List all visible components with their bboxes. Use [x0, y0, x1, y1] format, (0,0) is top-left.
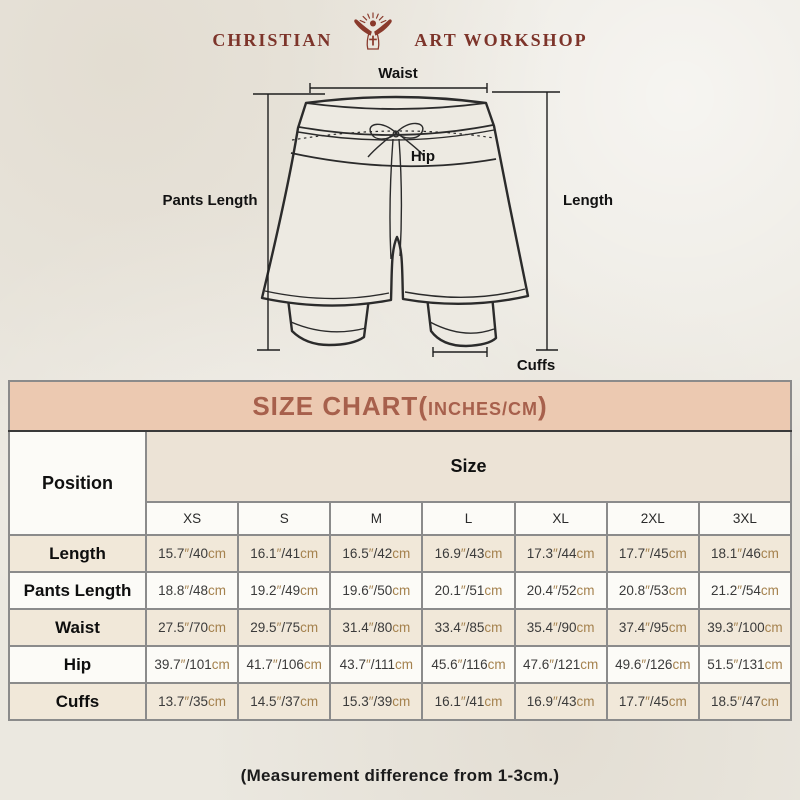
inner-liner-left-leg [286, 296, 371, 347]
measurement-cell: 19.2″/49cm [237, 571, 332, 610]
measurement-cell: 35.4″/90cm [513, 608, 608, 647]
size-chart-title-close: ) [538, 390, 548, 421]
table-row: Length 15.7″/40cm 16.1″/41cm 16.5″/42cm 16.9… [8, 534, 793, 573]
sizes-row: XS S M L XL 2XL 3XL [9, 501, 793, 536]
size-chart-table: SIZE CHART(INCHES/CM) Position Size XS S… [8, 380, 793, 721]
waistband-seam-1 [298, 124, 494, 136]
shorts-outline [260, 95, 530, 307]
row-header: Hip [8, 645, 147, 684]
measurement-cell: 39.7″/101cm [144, 645, 240, 684]
measurement-cell: 16.9″/43cm [513, 682, 608, 721]
measurement-cell: 19.6″/50cm [329, 571, 424, 610]
measurement-cell: 31.4″/80cm [329, 608, 424, 647]
measurement-cell: 33.4″/85cm [421, 608, 516, 647]
size-col-header: L [421, 501, 516, 536]
shorts-measurement-diagram: Waist Hip Pants Length Length Cuffs [162, 65, 613, 374]
size-chart-title-main: SIZE CHART( [252, 390, 428, 421]
right-hem-line [404, 288, 526, 299]
measurement-cell: 39.3″/100cm [697, 608, 793, 647]
header-row: Position Size [8, 430, 792, 536]
hip-seam-line [290, 152, 497, 168]
measurement-cell: 20.8″/53cm [605, 571, 700, 610]
table-row: Hip 39.7″/101cm 41.7″/106cm 43.7″/111cm 45.6… [8, 645, 793, 684]
measurement-cell: 43.7″/111cm [329, 645, 424, 684]
measurement-cell: 16.9″/43cm [421, 534, 516, 573]
row-header: Cuffs [8, 682, 147, 721]
measurement-cell: 45.6″/116cm [421, 645, 516, 684]
brand-header: CHRISTIAN ART WORKSHOP [0, 2, 800, 60]
size-col-header: XS [144, 501, 240, 536]
size-col-header: S [237, 501, 332, 536]
measurement-cell: 16.5″/42cm [329, 534, 424, 573]
measurement-cell: 18.8″/48cm [144, 571, 240, 610]
length-label: Length [563, 192, 613, 209]
brand-name-right: ART WORKSHOP [414, 30, 588, 50]
measurement-cell: 27.5″/70cm [144, 608, 240, 647]
jesus-logo-icon [354, 12, 393, 50]
brand-name-left: CHRISTIAN [212, 30, 333, 50]
measurement-cell: 37.4″/95cm [605, 608, 700, 647]
measurement-lines [253, 83, 560, 357]
pants-length-label: Pants Length [162, 192, 257, 209]
size-col-header: 2XL [605, 501, 700, 536]
measurement-cell: 49.6″/126cm [605, 645, 700, 684]
waist-label: Waist [378, 65, 417, 82]
measurement-cell: 18.5″/47cm [697, 682, 793, 721]
measurement-cell: 17.7″/45cm [605, 682, 700, 721]
drawstring [367, 122, 425, 260]
row-header: Waist [8, 608, 147, 647]
measurement-cell: 16.1″/41cm [421, 682, 516, 721]
table-row: Cuffs 13.7″/35cm 14.5″/37cm 15.3″/39cm 16.1″… [8, 682, 793, 721]
measurement-cell: 47.6″/121cm [513, 645, 608, 684]
measurement-cell: 17.7″/45cm [605, 534, 700, 573]
title-row: SIZE CHART(INCHES/CM) [8, 380, 792, 432]
measurement-cell: 51.5″/131cm [697, 645, 793, 684]
measurement-note: (Measurement difference from 1-3cm.) [240, 766, 560, 785]
table-row: Pants Length 18.8″/48cm 19.2″/49cm 19.6″/50… [8, 571, 793, 610]
size-col-header: XL [513, 501, 608, 536]
position-header: Position [8, 430, 147, 536]
row-header: Length [8, 534, 147, 573]
size-col-header: M [329, 501, 424, 536]
measurement-cell: 15.3″/39cm [329, 682, 424, 721]
left-hem-line [264, 290, 390, 300]
measurement-cell: 14.5″/37cm [237, 682, 332, 721]
measurement-cell: 17.3″/44cm [513, 534, 608, 573]
hip-label: Hip [411, 148, 435, 165]
size-chart-title-units: INCHES/CM [427, 398, 538, 419]
size-col-header: 3XL [697, 501, 793, 536]
size-chart-title: SIZE CHART(INCHES/CM) [8, 380, 792, 432]
cuffs-label: Cuffs [517, 357, 555, 374]
measurement-cell: 29.5″/75cm [237, 608, 332, 647]
measurement-cell: 20.1″/51cm [421, 571, 516, 610]
table-row: Waist 27.5″/70cm 29.5″/75cm 31.4″/80cm 33.4″… [8, 608, 793, 647]
measurement-cell: 41.7″/106cm [237, 645, 332, 684]
size-header: Size [145, 430, 792, 503]
row-header: Pants Length [8, 571, 147, 610]
measurement-cell: 16.1″/41cm [237, 534, 332, 573]
measurement-cell: 15.7″/40cm [144, 534, 240, 573]
inner-liner-left-hem [290, 321, 367, 333]
inner-liner-right-hem [429, 321, 495, 334]
waist-opening-line [305, 102, 487, 110]
measurement-cell: 13.7″/35cm [144, 682, 240, 721]
measurement-cell: 21.2″/54cm [697, 571, 793, 610]
measurement-cell: 20.4″/52cm [513, 571, 608, 610]
measurement-cell: 18.1″/46cm [697, 534, 793, 573]
